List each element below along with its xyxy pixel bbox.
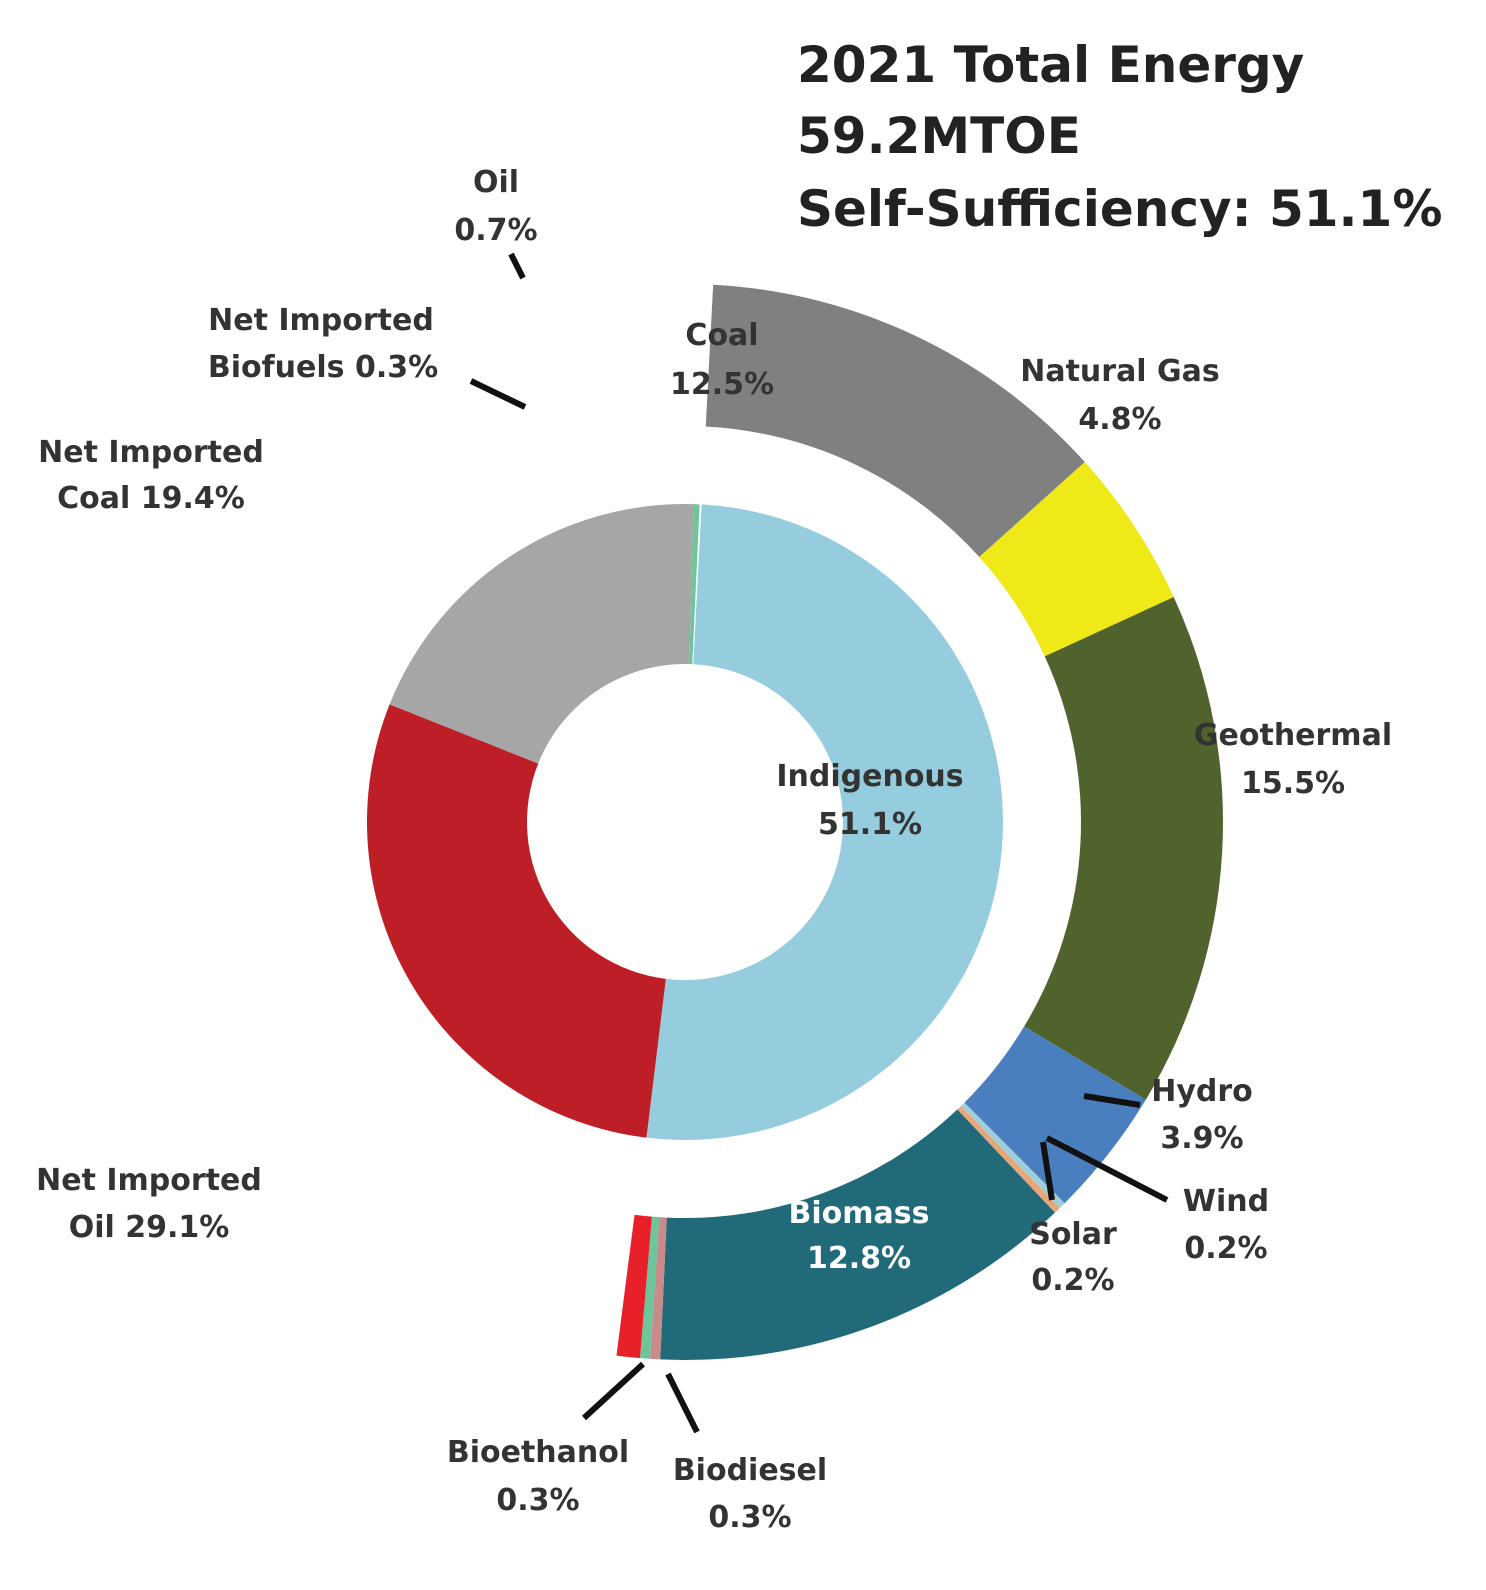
leader-solar (1040, 1141, 1055, 1201)
label-net-imported-coal-line2: Coal 19.4% (57, 481, 245, 516)
inner-net-imported-biofuels-slice (689, 504, 700, 665)
title-line-2: 59.2MTOE (797, 107, 1081, 165)
inner-net-imported-coal-slice (389, 503, 694, 764)
label-geothermal-value: 15.5% (1241, 766, 1345, 801)
label-biomass-value: 12.8% (807, 1241, 911, 1276)
outer-ring (616, 284, 1224, 1360)
chart-title: 2021 Total Energy 59.2MTOE Self-Sufficie… (797, 36, 1442, 238)
label-wind-name: Wind (1183, 1184, 1269, 1219)
inner-indigenous-slice (646, 504, 1004, 1141)
leader-wind (1045, 1135, 1169, 1203)
outer-oil-slice (616, 1214, 652, 1359)
leader-lines (469, 252, 1169, 1434)
leader-bioethanol (581, 1361, 646, 1421)
label-indigenous-value: 51.1% (818, 807, 922, 842)
outer-wind-slice (960, 1102, 1065, 1208)
label-coal-value: 12.5% (670, 367, 774, 402)
label-solar-value: 0.2% (1031, 1263, 1114, 1298)
outer-bioethanol-slice (639, 1216, 660, 1359)
label-biodiesel-value: 0.3% (708, 1500, 791, 1535)
label-bioethanol-name: Bioethanol (447, 1435, 629, 1470)
outer-natural-gas-slice (979, 462, 1174, 657)
label-coal-name: Coal (685, 318, 758, 353)
outer-biomass-slice (660, 1109, 1055, 1360)
inner-ring (366, 503, 1004, 1141)
label-solar-name: Solar (1029, 1217, 1117, 1252)
label-indigenous-name: Indigenous (776, 759, 963, 794)
inner-net-imported-oil-slice (366, 704, 666, 1138)
leader-hydro (1083, 1093, 1141, 1108)
outer-coal-slice (705, 284, 1085, 558)
outer-biodiesel-slice (650, 1217, 667, 1360)
label-natural-gas-value: 4.8% (1078, 402, 1161, 437)
label-hydro-value: 3.9% (1160, 1121, 1243, 1156)
label-oil-value: 0.7% (454, 213, 537, 248)
segment-labels: Oil 0.7% Coal 12.5% Natural Gas 4.8% Geo… (36, 165, 1392, 1535)
label-net-imported-biofuels-line2: Biofuels 0.3% (208, 350, 438, 385)
label-natural-gas-name: Natural Gas (1020, 354, 1220, 389)
leader-biodiesel (665, 1372, 700, 1434)
outer-geothermal-slice (1024, 597, 1224, 1100)
label-hydro-name: Hydro (1151, 1074, 1253, 1109)
title-line-3: Self-Sufficiency: 51.1% (797, 180, 1442, 238)
label-net-imported-oil-line1: Net Imported (36, 1163, 262, 1198)
label-geothermal-name: Geothermal (1194, 718, 1392, 753)
title-line-1: 2021 Total Energy (797, 36, 1304, 94)
outer-hydro-slice (964, 1026, 1146, 1204)
label-net-imported-coal-line1: Net Imported (38, 435, 264, 470)
leader-net-imported-biofuels (469, 378, 527, 410)
label-bioethanol-value: 0.3% (496, 1483, 579, 1518)
label-oil-name: Oil (473, 165, 519, 200)
label-net-imported-biofuels-line1: Net Imported (208, 303, 434, 338)
label-net-imported-oil-line2: Oil 29.1% (69, 1210, 230, 1245)
outer-solar-slice (957, 1106, 1060, 1213)
label-biodiesel-name: Biodiesel (673, 1453, 827, 1488)
label-wind-value: 0.2% (1184, 1231, 1267, 1266)
label-biomass-name: Biomass (789, 1196, 930, 1231)
leader-oil (508, 252, 526, 280)
